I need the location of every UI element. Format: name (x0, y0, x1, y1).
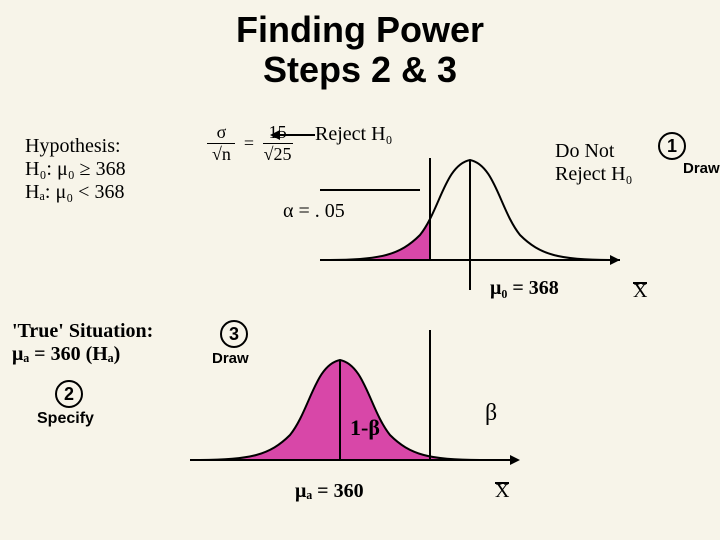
specify-label: Specify (37, 410, 94, 428)
frac-num1: σ (207, 122, 235, 143)
frac-eq: = (240, 133, 258, 153)
circled-2: 2 (55, 380, 83, 408)
frac-den1: √n (207, 144, 235, 165)
alpha-label: α = . 05 (283, 200, 345, 223)
hypothesis-label: Hypothesis: (25, 135, 126, 158)
draw-label-1: Draw (683, 160, 720, 177)
hypothesis-block: Hypothesis: H₀: μ₀ ≥ 368 Hₐ: μ₀ < 368 (25, 135, 126, 204)
true-situation-block: 'True' Situation: μₐ = 360 (Hₐ) (12, 320, 153, 366)
circled-1: 1 (658, 132, 686, 160)
one-minus-beta-label: 1-β (350, 415, 380, 441)
hypothesis-ha: Hₐ: μ₀ < 368 (25, 181, 126, 204)
true-sit-line2: μₐ = 360 (Hₐ) (12, 343, 153, 366)
step-1-marker: 1 (658, 132, 686, 160)
title-line1: Finding Power (236, 9, 484, 50)
do-not-reject-label: Do Not Reject H₀ (555, 140, 633, 186)
xbar-upper: X (633, 280, 647, 303)
step-2-marker: 2 (55, 380, 83, 408)
mu0-label: μ₀ = 368 (490, 277, 559, 300)
title-line2: Steps 2 & 3 (263, 49, 457, 90)
reject-arrow (270, 128, 320, 148)
xbar-lower: X (495, 480, 509, 503)
true-sit-line1: 'True' Situation: (12, 320, 153, 343)
hypothesis-h0: H₀: μ₀ ≥ 368 (25, 158, 126, 181)
mua-label: μₐ = 360 (295, 480, 364, 503)
beta-label: β (485, 400, 497, 427)
